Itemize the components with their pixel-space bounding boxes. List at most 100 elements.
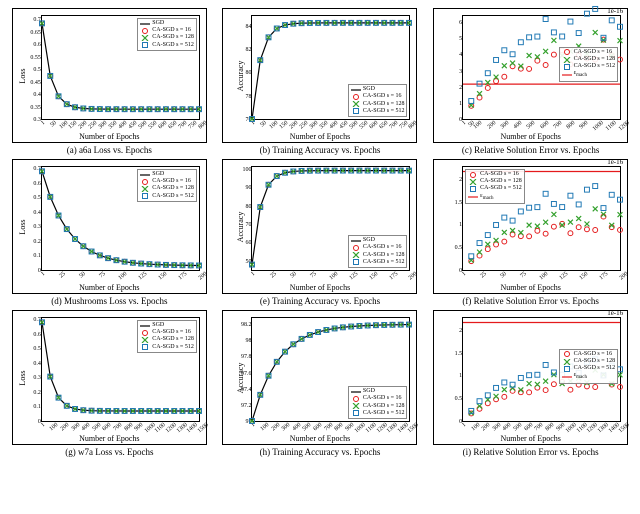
xlabel: Number of Epochs — [500, 132, 560, 141]
plot-area: SGDCA-SGD s = 16CA-SGD s = 128CA-SGD s =… — [41, 15, 200, 120]
caption-f: (f) Relative Solution Error vs. Epochs — [462, 296, 598, 306]
plot-g: Loss Number of Epochs 00.10.20.30.40.50.… — [12, 310, 207, 445]
plot-i: 1e-16 Relative Solution Error Number of … — [433, 310, 628, 445]
axis-exponent: 1e-16 — [607, 7, 623, 15]
legend-item: SGD — [351, 237, 405, 244]
axis-exponent: 1e-16 — [607, 158, 623, 166]
chart-cell-i: 1e-16 Relative Solution Error Number of … — [429, 310, 632, 457]
legend-item: CA-SGD s = 512 — [351, 108, 405, 115]
xticks: 1100200300400500600700800900100011001200… — [251, 422, 410, 434]
xlabel: Number of Epochs — [79, 283, 139, 292]
yticks: 9797.297.497.697.89898.2 — [233, 317, 251, 422]
caption-h: (h) Training Accuracy vs. Epochs — [260, 447, 381, 457]
plot-area: SGDCA-SGD s = 16CA-SGD s = 128CA-SGD s =… — [251, 166, 410, 271]
plot-h: Accuracy Number of Epochs 9797.297.497.6… — [222, 310, 417, 445]
chart-cell-b: Accuracy Number of Epochs 7678808284 150… — [219, 8, 422, 155]
chart-cell-c: 1e-16 Relative Solution Error Number of … — [429, 8, 632, 155]
legend-item: CA-SGD s = 128 — [351, 252, 405, 259]
legend-item: SGD — [140, 322, 194, 329]
xticks: 1100200300400500600700800900100011001200… — [41, 422, 200, 434]
legend-item: CA-SGD s = 16 — [351, 93, 405, 100]
chart-grid: Loss Number of Epochs 0.30.350.40.450.50… — [8, 8, 632, 457]
xticks: 1501002003004005006007008009001000110012… — [462, 120, 621, 132]
legend-item: CA-SGD s = 16 — [468, 171, 522, 178]
legend-item: CA-SGD s = 512 — [351, 410, 405, 417]
plot-area: SGDCA-SGD s = 16CA-SGD s = 128CA-SGD s =… — [251, 317, 410, 422]
chart-cell-h: Accuracy Number of Epochs 9797.297.497.6… — [219, 310, 422, 457]
legend-item: CA-SGD s = 512 — [140, 42, 194, 49]
plot-b: Accuracy Number of Epochs 7678808284 150… — [222, 8, 417, 143]
legend: SGDCA-SGD s = 16CA-SGD s = 128CA-SGD s =… — [348, 386, 408, 419]
legend: SGDCA-SGD s = 16CA-SGD s = 128CA-SGD s =… — [348, 235, 408, 268]
xlabel: Number of Epochs — [79, 132, 139, 141]
legend: CA-SGD s = 16CA-SGD s = 128CA-SGD s = 51… — [559, 349, 619, 384]
xlabel: Number of Epochs — [79, 434, 139, 443]
plot-area: CA-SGD s = 16CA-SGD s = 128CA-SGD s = 51… — [462, 166, 621, 271]
plot-area: CA-SGD s = 16CA-SGD s = 128CA-SGD s = 51… — [462, 15, 621, 120]
legend-item: CA-SGD s = 16 — [140, 329, 194, 336]
legend-item: CA-SGD s = 16 — [351, 244, 405, 251]
xticks: 1255075100125150175200 — [462, 271, 621, 283]
xticks: 1255075100125150175200 — [251, 271, 410, 283]
xticks: 1255075100125150175200 — [41, 271, 200, 283]
legend-item: SGD — [351, 86, 405, 93]
chart-cell-a: Loss Number of Epochs 0.30.350.40.450.50… — [8, 8, 211, 155]
legend-item: CA-SGD s = 128 — [140, 185, 194, 192]
legend-item: CA-SGD s = 512 — [562, 63, 616, 70]
xticks: 1501001502002503003504004505005506006507… — [251, 120, 410, 132]
xticks: 1100200300400500600700800900100011001200… — [462, 422, 621, 434]
legend-item: SGD — [351, 388, 405, 395]
legend-item: CA-SGD s = 128 — [140, 34, 194, 41]
plot-a: Loss Number of Epochs 0.30.350.40.450.50… — [12, 8, 207, 143]
legend-item: CA-SGD s = 16 — [140, 178, 194, 185]
legend-item: CA-SGD s = 128 — [351, 101, 405, 108]
caption-e: (e) Training Accuracy vs. Epochs — [260, 296, 380, 306]
legend-item: CA-SGD s = 128 — [562, 358, 616, 365]
legend-item: CA-SGD s = 512 — [468, 185, 522, 192]
plot-area: CA-SGD s = 16CA-SGD s = 128CA-SGD s = 51… — [462, 317, 621, 422]
chart-cell-g: Loss Number of Epochs 00.10.20.30.40.50.… — [8, 310, 211, 457]
xlabel: Number of Epochs — [290, 283, 350, 292]
legend-item: CA-SGD s = 16 — [140, 27, 194, 34]
caption-g: (g) w7a Loss vs. Epochs — [65, 447, 153, 457]
yticks: 0.30.350.40.450.50.550.60.650.7 — [23, 15, 41, 120]
yticks: 00.10.20.30.40.50.60.7 — [23, 166, 41, 271]
xlabel: Number of Epochs — [500, 434, 560, 443]
legend: CA-SGD s = 16CA-SGD s = 128CA-SGD s = 51… — [465, 169, 525, 204]
yticks: 00.511.52 — [444, 166, 462, 271]
plot-area: SGDCA-SGD s = 16CA-SGD s = 128CA-SGD s =… — [251, 15, 410, 120]
plot-area: SGDCA-SGD s = 16CA-SGD s = 128CA-SGD s =… — [41, 317, 200, 422]
yticks: 00.511.52 — [444, 317, 462, 422]
legend: CA-SGD s = 16CA-SGD s = 128CA-SGD s = 51… — [559, 47, 619, 82]
legend-item: εmach — [468, 193, 522, 202]
yticks: 5060708090100 — [233, 166, 251, 271]
legend-item: CA-SGD s = 128 — [562, 56, 616, 63]
legend: SGDCA-SGD s = 16CA-SGD s = 128CA-SGD s =… — [348, 84, 408, 117]
legend-item: CA-SGD s = 128 — [351, 403, 405, 410]
xticks: 1501001502002503003504004505005506006507… — [41, 120, 200, 132]
plot-e: Accuracy Number of Epochs 5060708090100 … — [222, 159, 417, 294]
caption-b: (b) Training Accuracy vs. Epochs — [260, 145, 381, 155]
legend: SGDCA-SGD s = 16CA-SGD s = 128CA-SGD s =… — [137, 18, 197, 51]
yticks: 7678808284 — [233, 15, 251, 120]
legend: SGDCA-SGD s = 16CA-SGD s = 128CA-SGD s =… — [137, 169, 197, 202]
plot-f: 1e-16 Relative Solution Error Number of … — [433, 159, 628, 294]
plot-d: Loss Number of Epochs 00.10.20.30.40.50.… — [12, 159, 207, 294]
legend-item: CA-SGD s = 512 — [562, 365, 616, 372]
legend-item: CA-SGD s = 16 — [562, 49, 616, 56]
legend-item: CA-SGD s = 512 — [351, 259, 405, 266]
xlabel: Number of Epochs — [290, 434, 350, 443]
plot-area: SGDCA-SGD s = 16CA-SGD s = 128CA-SGD s =… — [41, 166, 200, 271]
legend-item: CA-SGD s = 512 — [140, 344, 194, 351]
plot-c: 1e-16 Relative Solution Error Number of … — [433, 8, 628, 143]
xlabel: Number of Epochs — [500, 283, 560, 292]
legend-item: CA-SGD s = 128 — [468, 178, 522, 185]
legend: SGDCA-SGD s = 16CA-SGD s = 128CA-SGD s =… — [137, 320, 197, 353]
yticks: 0123456 — [444, 15, 462, 120]
legend-item: εmach — [562, 372, 616, 381]
legend-item: CA-SGD s = 16 — [351, 395, 405, 402]
caption-c: (c) Relative Solution Error vs. Epochs — [462, 145, 599, 155]
legend-item: CA-SGD s = 16 — [562, 351, 616, 358]
axis-exponent: 1e-16 — [607, 309, 623, 317]
caption-d: (d) Mushrooms Loss vs. Epochs — [51, 296, 167, 306]
